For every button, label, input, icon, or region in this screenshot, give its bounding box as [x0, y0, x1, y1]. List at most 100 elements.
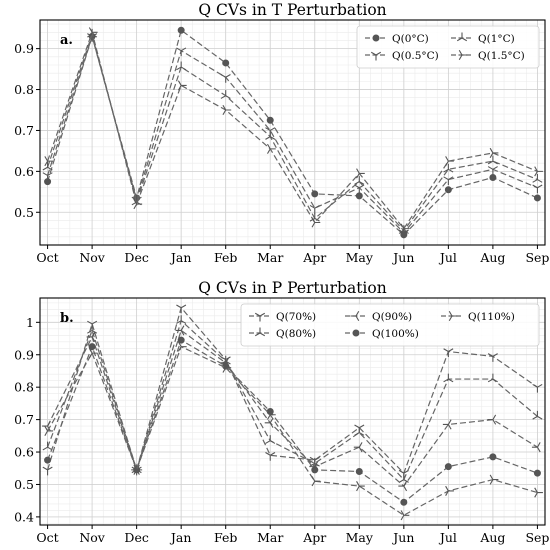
data-point — [400, 498, 408, 506]
data-point — [176, 315, 187, 324]
x-tick-label: Nov — [79, 530, 105, 545]
legend-label: Q(70%) — [276, 311, 316, 323]
x-tick-label: Jul — [438, 530, 457, 545]
x-tick-label: Nov — [79, 250, 105, 265]
panel-label: b. — [60, 311, 74, 326]
legend-marker — [350, 310, 360, 322]
y-tick-label: 0.5 — [14, 205, 34, 220]
data-point — [265, 452, 276, 461]
data-point — [355, 192, 363, 200]
data-point — [443, 163, 454, 173]
legend-entry-q-0-c: Q(0°C) — [365, 33, 429, 45]
data-point — [133, 199, 143, 210]
data-point — [267, 143, 276, 154]
data-point — [265, 435, 276, 444]
x-tick-label: Feb — [214, 530, 237, 545]
data-point — [444, 186, 452, 194]
data-point — [311, 190, 319, 198]
legend-marker — [448, 310, 458, 322]
chart-title: Q CVs in P Perturbation — [198, 279, 386, 297]
legend-entry-q-90: Q(90%) — [345, 310, 412, 323]
x-tick-label: Sep — [525, 530, 549, 545]
data-point — [222, 104, 232, 116]
legend-box — [356, 25, 540, 69]
chart-panel-b: Q CVs in P Perturbation Oct Nov Dec Jan Feb Ma… — [14, 279, 549, 545]
legend-marker — [254, 312, 266, 322]
data-point — [311, 217, 321, 228]
data-point — [177, 341, 187, 352]
chart-panel-a: Q CVs in T Perturbation Oct Nov Dec Jan Feb Ma… — [14, 1, 549, 265]
data-point — [88, 27, 98, 38]
y-tick-label: 0.4 — [14, 509, 34, 524]
data-point — [532, 184, 543, 194]
data-point — [356, 168, 365, 179]
x-tick-label: Aug — [479, 530, 505, 545]
data-point — [177, 26, 185, 34]
data-point — [311, 466, 319, 474]
x-tick-label: Aug — [479, 250, 505, 265]
legend-marker — [372, 34, 380, 42]
data-point — [44, 456, 52, 464]
data-point — [443, 373, 454, 383]
data-point — [400, 510, 410, 521]
data-point — [534, 166, 543, 177]
data-point — [487, 166, 498, 175]
y-tick-label: 1 — [26, 315, 34, 330]
legend-marker — [456, 32, 468, 42]
data-point — [445, 156, 454, 167]
data-point — [177, 336, 185, 344]
data-point — [487, 353, 498, 362]
series-line — [47, 29, 538, 236]
legend-entry-q-100: Q(100%) — [345, 328, 419, 340]
plot-frame — [39, 19, 546, 246]
data-point — [489, 174, 497, 181]
data-point — [532, 383, 543, 393]
data-point — [44, 425, 54, 436]
legend-marker — [458, 49, 468, 61]
data-point — [309, 204, 320, 214]
data-point — [442, 419, 452, 430]
data-point — [489, 147, 499, 158]
x-tick-label: Mar — [257, 530, 283, 545]
series-q-1-5-c — [44, 27, 543, 234]
legend-entry-q-1-5-c: Q(1.5°C) — [451, 49, 525, 62]
legend-entry-q-80: Q(80%) — [249, 327, 316, 340]
legend: Q(70%) Q(80%) Q(90%) Q(100%) Q(110%) — [240, 303, 540, 347]
legend-label: Q(90%) — [372, 311, 412, 323]
legend-marker — [352, 329, 360, 337]
legend-entry-q-0-5-c: Q(0.5°C) — [365, 50, 439, 62]
series-line — [47, 345, 538, 516]
legend-label: Q(80%) — [276, 328, 316, 340]
data-point — [87, 324, 98, 334]
legend-label: Q(110%) — [468, 311, 515, 323]
grid — [40, 20, 545, 246]
data-point — [86, 331, 96, 342]
x-tick-label: Mar — [257, 250, 283, 265]
series-q-80 — [42, 315, 543, 483]
x-tick-label: Jun — [391, 250, 414, 265]
data-point — [489, 474, 499, 485]
data-point — [222, 362, 232, 373]
y-tick-label: 0.7 — [14, 123, 34, 138]
data-point — [532, 410, 543, 420]
x-tick-label: May — [346, 250, 374, 265]
data-point — [354, 427, 365, 436]
x-tick-label: Feb — [214, 250, 237, 265]
x-tick-label: Jun — [391, 530, 414, 545]
data-point — [356, 481, 365, 492]
series-q-100 — [44, 336, 541, 506]
series-q-110 — [44, 341, 543, 521]
data-point — [400, 223, 410, 234]
legend-marker — [370, 51, 382, 61]
data-point — [443, 176, 454, 186]
x-tick-label: Apr — [302, 530, 326, 545]
x-tick-label: Dec — [124, 250, 148, 265]
legend: Q(0°C) Q(0.5°C) Q(1°C) Q(1.5°C) — [356, 25, 540, 69]
data-point — [42, 172, 53, 181]
data-point — [487, 155, 498, 165]
data-point — [133, 464, 143, 475]
data-point — [533, 194, 541, 202]
y-tick-label: 0.8 — [14, 82, 34, 97]
data-point — [177, 80, 187, 91]
data-point — [398, 229, 409, 239]
